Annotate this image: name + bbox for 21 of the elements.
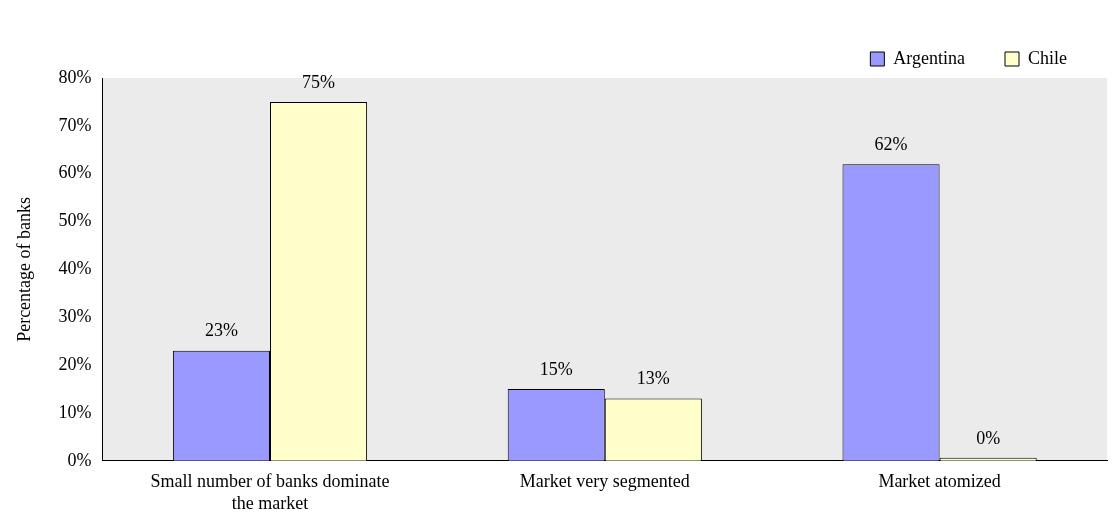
y-tick-label: 30% <box>58 305 92 326</box>
y-axis-title: Percentage of banks <box>13 196 34 342</box>
data-label: 62% <box>874 133 908 154</box>
y-tick-label: 50% <box>58 210 92 231</box>
y-tick-label: 70% <box>58 114 92 135</box>
data-label: 75% <box>302 71 336 92</box>
legend-label: Argentina <box>893 47 966 68</box>
x-tick-label: Small number of banks dominate the market <box>150 471 390 513</box>
data-label: 23% <box>204 320 238 341</box>
x-tick-label: Market atomized <box>878 471 1001 492</box>
y-tick-label: 0% <box>67 449 92 470</box>
y-tick-label: 10% <box>58 401 92 422</box>
y-tick-label: 40% <box>58 258 92 279</box>
data-label: 0% <box>976 427 1001 448</box>
data-label: 15% <box>539 358 573 379</box>
y-tick-label: 20% <box>58 353 92 374</box>
y-tick-label: 80% <box>58 66 92 87</box>
data-label: 13% <box>636 368 670 389</box>
x-tick-label: Market very segmented <box>519 471 690 492</box>
y-tick-label: 60% <box>58 162 92 183</box>
legend-label: Chile <box>1028 47 1068 68</box>
